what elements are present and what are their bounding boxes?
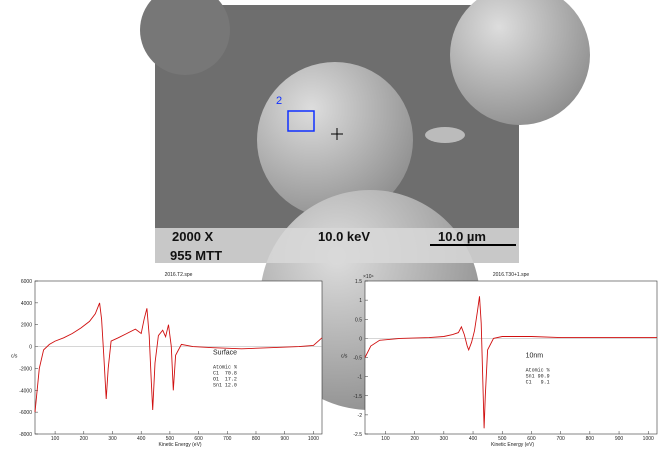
x-tick-label: 1000 (308, 436, 319, 442)
x-tick-label: 400 (469, 436, 478, 442)
plot-frame (34, 280, 323, 435)
scale-bar-label: 10.0 µm (438, 229, 486, 244)
y-tick-label: -6000 (19, 410, 32, 416)
y-tick-label: -8000 (19, 432, 32, 438)
y-tick-label: -1.5 (353, 394, 362, 400)
x-tick-label: 100 (51, 436, 60, 442)
x-tick-label: 200 (410, 436, 419, 442)
element-percent: 9.1 (541, 380, 550, 386)
spectrum-chart: 2016.T30+1.spe Kinetic Energy (eV) c/s ×10⁴… (341, 272, 658, 448)
sem-image: 2 2000 X 10.0 keV 10.0 µm 955 MTT (140, 0, 590, 410)
detector: 955 MTT (170, 248, 222, 263)
y-tick-label: -4000 (19, 388, 32, 394)
y-axis-label: c/s (11, 354, 18, 360)
element-name: Sn1 (526, 374, 535, 380)
element-percent: 17.2 (225, 376, 237, 382)
x-tick-label: 200 (80, 436, 89, 442)
x-axis-label: Kinetic Energy (eV) (491, 442, 534, 448)
table-title: Atomic % (213, 364, 237, 370)
spectrum-line (34, 302, 323, 413)
y-tick-label: -0.5 (353, 356, 362, 362)
element-name: C1 (213, 370, 219, 376)
element-name: Sn1 (213, 382, 222, 388)
x-tick-label: 900 (281, 436, 290, 442)
x-tick-label: 700 (556, 436, 565, 442)
y-tick-label: 4000 (21, 301, 32, 307)
y-tick-label: -2000 (19, 366, 32, 372)
y-tick-label: -2 (358, 413, 363, 419)
y-tick-label: 0 (359, 336, 362, 342)
element-name: C1 (526, 380, 532, 386)
y-axis-label: c/s (341, 354, 348, 360)
element-percent: 90.9 (538, 374, 550, 380)
x-axis-label: Kinetic Energy (eV) (159, 442, 202, 448)
y-tick-label: 0 (29, 345, 32, 351)
x-tick-label: 100 (381, 436, 390, 442)
x-tick-label: 600 (194, 436, 203, 442)
magnification: 2000 X (172, 229, 214, 244)
x-tick-label: 500 (498, 436, 507, 442)
x-tick-label: 300 (440, 436, 449, 442)
y-tick-label: -2.5 (353, 432, 362, 438)
annotation: Surface (213, 349, 237, 356)
x-tick-label: 1000 (643, 436, 654, 442)
annotation: 10nm (526, 353, 544, 360)
chart-title: 2016.T30+1.spe (493, 272, 529, 278)
x-tick-label: 800 (586, 436, 595, 442)
element-name: O1 (213, 376, 219, 382)
element-percent: 70.8 (225, 370, 237, 376)
spectrum-line (364, 296, 657, 429)
table-title: Atomic % (526, 368, 550, 374)
voltage: 10.0 keV (318, 229, 370, 244)
y-tick-label: 1.5 (355, 279, 362, 285)
x-tick-label: 300 (108, 436, 117, 442)
x-tick-label: 600 (527, 436, 536, 442)
x-tick-label: 700 (223, 436, 232, 442)
plot-frame (364, 280, 658, 435)
y-tick-label: 1 (359, 298, 362, 304)
y-tick-label: -1 (358, 375, 363, 381)
x-tick-label: 400 (137, 436, 146, 442)
region-marker: 2 (276, 95, 282, 107)
x-tick-label: 800 (252, 436, 261, 442)
chart-title: 2016.T2.spe (165, 272, 193, 278)
x-tick-label: 900 (615, 436, 624, 442)
x-tick-label: 500 (166, 436, 175, 442)
y-tick-label: 2000 (21, 323, 32, 329)
y-multiplier: ×10⁴ (363, 274, 374, 280)
spectrum-chart: 2016.T2.spe Kinetic Energy (eV) c/s 100 200 3… (11, 272, 323, 448)
y-tick-label: 0.5 (355, 317, 362, 323)
y-tick-label: 6000 (21, 279, 32, 285)
element-percent: 12.0 (225, 382, 237, 388)
